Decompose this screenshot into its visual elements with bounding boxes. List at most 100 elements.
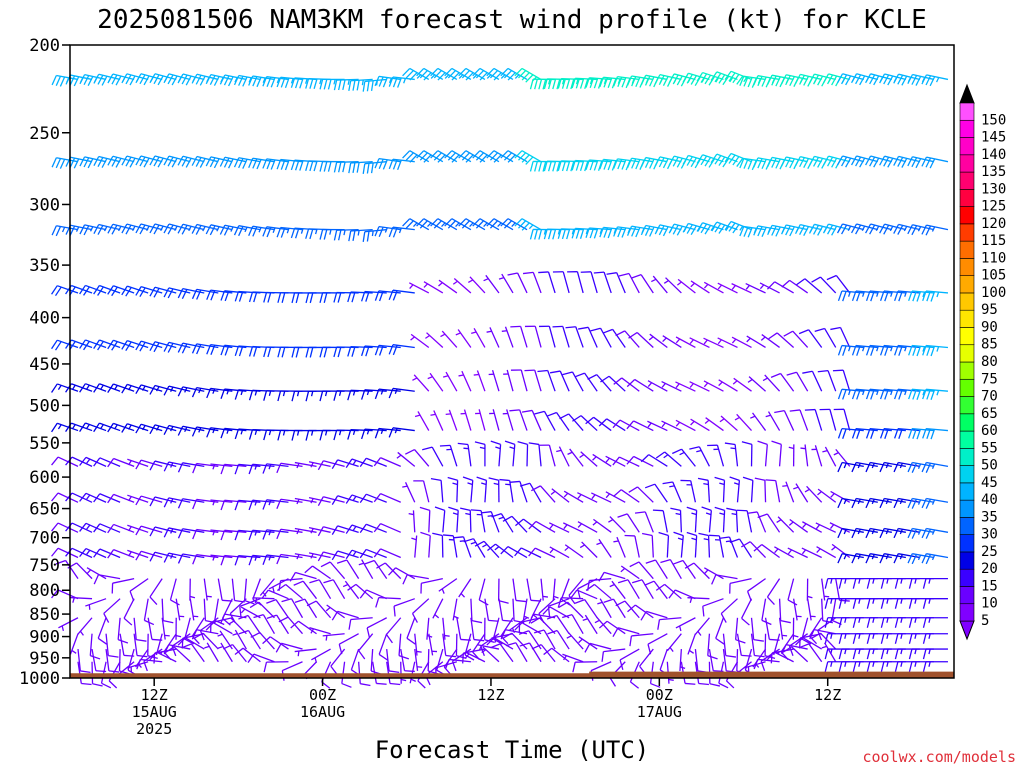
y-tick-label: 500 — [29, 396, 60, 416]
wind-barb — [907, 527, 935, 539]
wind-barb — [528, 442, 542, 467]
wind-barb — [93, 493, 121, 503]
wind-barb — [562, 653, 584, 663]
colorbar-max-arrow — [959, 83, 975, 104]
x-tick-label: 16AUG — [300, 703, 345, 721]
colorbar-label: 115 — [981, 233, 1006, 249]
colorbar-swatch — [959, 189, 975, 207]
wind-barb — [711, 574, 738, 585]
wind-barb — [879, 461, 906, 473]
wind-barb — [673, 531, 684, 558]
wind-barb — [629, 633, 654, 647]
wind-barb — [408, 282, 430, 294]
wind-barb — [93, 457, 121, 467]
wind-barb — [165, 646, 191, 663]
colorbar-label: 130 — [981, 181, 1006, 197]
wind-barb — [233, 74, 261, 87]
wind-barb — [189, 578, 196, 601]
y-tick-label: 850 — [29, 605, 60, 625]
wind-barb — [658, 531, 670, 558]
wind-barb — [79, 74, 107, 86]
wind-barb — [491, 513, 514, 533]
wind-barb — [811, 632, 837, 650]
wind-barb — [177, 386, 205, 397]
y-tick-label: 300 — [29, 195, 60, 215]
wind-barb — [58, 617, 79, 632]
wind-barb — [879, 553, 906, 564]
wind-barb — [832, 369, 851, 392]
wind-barb — [580, 271, 598, 294]
wind-barb — [754, 477, 767, 503]
wind-barb — [715, 617, 725, 645]
wind-barb — [252, 597, 275, 604]
wind-barb — [567, 271, 584, 294]
wind-barb — [689, 337, 710, 349]
wind-barb — [262, 499, 289, 510]
wind-barb — [893, 553, 921, 564]
wind-barb — [531, 485, 556, 503]
y-tick-label: 400 — [29, 309, 60, 329]
wind-barb — [552, 271, 570, 294]
wind-barb — [357, 661, 371, 687]
wind-barb — [821, 642, 837, 663]
wind-barb — [266, 599, 290, 619]
wind-barb — [107, 523, 135, 534]
colorbar-label: 145 — [981, 130, 1006, 146]
wind-barb — [135, 495, 163, 506]
wind-barb — [149, 460, 177, 471]
wind-barb — [51, 157, 79, 169]
wind-barb — [524, 325, 542, 348]
wind-barb — [408, 510, 416, 533]
wind-barb — [865, 155, 893, 168]
wind-barb — [210, 463, 233, 470]
wind-barb — [163, 644, 191, 655]
wind-barb — [879, 497, 906, 509]
wind-barb — [438, 279, 458, 294]
wind-barb — [70, 596, 93, 603]
wind-barb — [396, 451, 416, 467]
wind-barb — [374, 344, 401, 356]
wind-barb — [442, 371, 458, 392]
wind-barb — [907, 461, 935, 473]
wind-barb — [457, 442, 472, 467]
wind-barb — [294, 648, 317, 657]
wind-barb — [388, 289, 415, 301]
wind-barb — [741, 598, 753, 626]
wind-barb — [276, 528, 303, 540]
colorbar-swatch — [959, 206, 975, 225]
wind-barb — [701, 506, 712, 533]
wind-barb — [786, 371, 809, 392]
wind-barb — [736, 509, 753, 533]
colorbar-label: 10 — [981, 596, 998, 612]
wind-barb — [696, 222, 724, 235]
wind-barb — [163, 287, 191, 299]
wind-barb — [565, 326, 584, 348]
wind-barb — [275, 642, 303, 653]
wind-barb — [652, 509, 668, 533]
wind-barb — [851, 461, 878, 473]
wind-barb — [831, 543, 851, 559]
wind-barb — [123, 598, 135, 626]
y-tick-label: 250 — [29, 124, 60, 144]
wind-barb — [398, 633, 410, 660]
wind-barb — [386, 661, 401, 686]
wind-barb — [294, 553, 317, 560]
wind-barb — [55, 559, 79, 580]
wind-barb — [893, 527, 921, 539]
wind-barb — [753, 544, 780, 559]
wind-barb — [486, 637, 514, 650]
colorbar-swatch — [959, 137, 975, 156]
wind-barb — [702, 598, 724, 617]
wind-barb — [744, 661, 766, 672]
y-tick-label: 650 — [29, 500, 60, 520]
wind-barb — [796, 278, 823, 294]
wind-barb — [680, 479, 697, 503]
wind-barb — [331, 610, 359, 621]
wind-barb — [220, 499, 247, 511]
wind-barb — [809, 629, 836, 640]
wind-barb — [907, 497, 935, 509]
colorbar-label: 50 — [981, 458, 998, 474]
wind-barb — [445, 409, 458, 431]
wind-barb — [640, 454, 668, 467]
wind-barb — [342, 580, 360, 600]
